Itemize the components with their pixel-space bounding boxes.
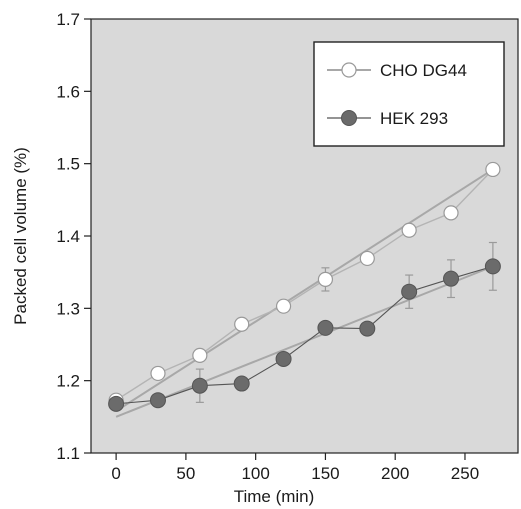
legend-label-hek: HEK 293: [380, 109, 448, 128]
data-point: [149, 392, 166, 409]
data-points: [108, 161, 501, 412]
data-point: [359, 320, 376, 337]
series-line: [115, 168, 494, 401]
legend: CHO DG44 HEK 293: [313, 41, 505, 147]
y-tick-label: 1.3: [56, 299, 80, 318]
data-point: [275, 350, 292, 367]
y-axis-title: Packed cell volume (%): [11, 147, 30, 325]
data-point: [443, 205, 459, 221]
y-tick-label: 1.2: [56, 372, 80, 391]
x-tick-label: 100: [241, 464, 269, 483]
series-lines: [115, 168, 494, 405]
y-tick-label: 1.4: [56, 227, 80, 246]
fit-line: [115, 168, 494, 412]
data-point: [108, 395, 125, 412]
y-tick-label: 1.1: [56, 444, 80, 463]
x-tick-label: 0: [111, 464, 120, 483]
y-axis: 1.1 1.2 1.3 1.4 1.5 1.6 1.7: [56, 10, 91, 463]
data-point: [401, 222, 417, 238]
data-point: [317, 319, 334, 336]
data-point: [484, 258, 501, 275]
data-point: [150, 365, 166, 382]
legend-marker-hek: [341, 110, 357, 126]
data-point: [275, 298, 292, 314]
data-point: [443, 270, 460, 287]
data-point: [359, 250, 375, 267]
y-tick-label: 1.5: [56, 155, 80, 174]
x-axis-title: Time (min): [234, 487, 315, 506]
data-point: [234, 316, 250, 332]
x-tick-label: 200: [381, 464, 409, 483]
fit-lines: [115, 168, 494, 418]
series-line: [116, 265, 494, 405]
data-point: [485, 161, 501, 178]
y-tick-label: 1.7: [56, 10, 80, 29]
fit-line: [115, 265, 494, 418]
y-tick-label: 1.6: [56, 82, 80, 101]
legend-label-cho: CHO DG44: [380, 61, 467, 80]
data-point: [317, 271, 334, 287]
legend-box: [313, 41, 505, 147]
data-point: [233, 375, 250, 392]
data-point: [191, 377, 208, 394]
x-tick-label: 250: [451, 464, 479, 483]
data-point: [192, 347, 208, 363]
x-axis: 0 50 100 150 200 250: [111, 453, 479, 483]
error-bars: [195, 241, 497, 403]
data-point: [401, 283, 418, 300]
x-tick-label: 150: [311, 464, 339, 483]
x-tick-label: 50: [176, 464, 195, 483]
legend-marker-cho: [341, 62, 357, 78]
